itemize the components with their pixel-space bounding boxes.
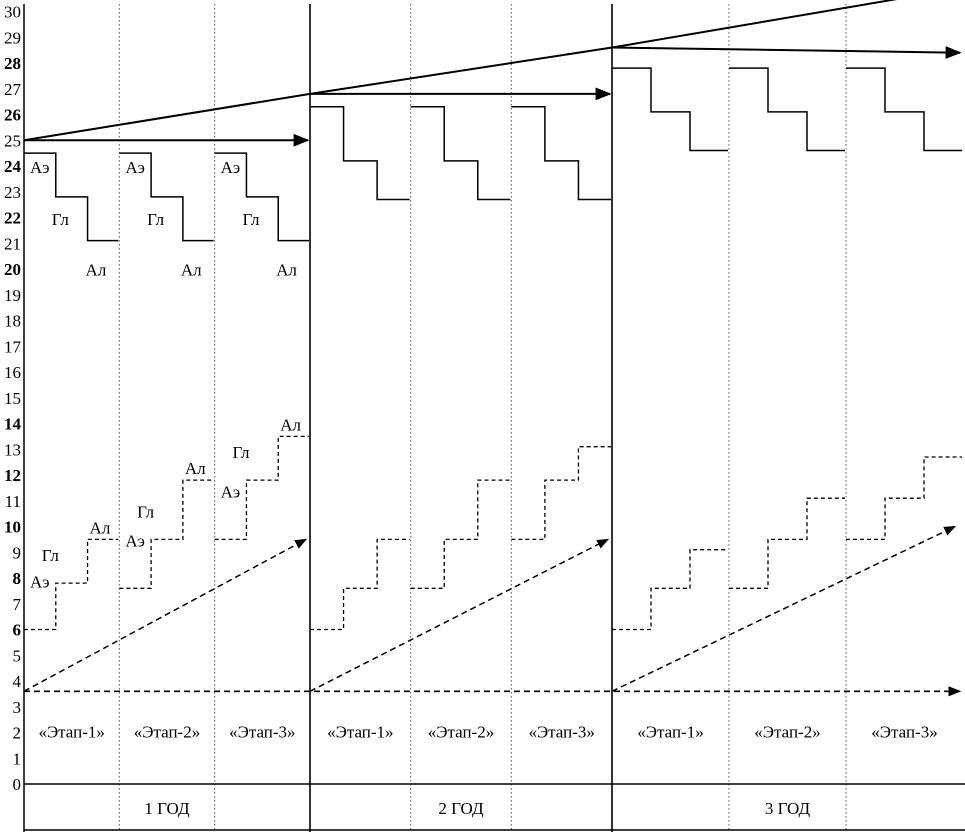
step-label-ae: Аэ [30,158,50,177]
y-tick-label: 1 [13,749,22,768]
y-tick-label: 22 [4,209,21,228]
step-label-ae: Аэ [125,531,145,550]
upper-trend-arrow [23,0,898,142]
upper-step-line [729,67,845,152]
upper-step-line [214,152,309,242]
y-tick-label: 7 [13,595,22,614]
y-tick-label: 11 [5,492,21,511]
y-tick-label: 5 [13,646,22,665]
y-tick-label: 13 [4,440,21,459]
stage-label: «Этап-2» [428,723,494,742]
y-tick-label: 28 [4,54,21,73]
step-label-al: Ал [280,415,301,434]
y-tick-label: 14 [4,415,22,434]
stage-label: «Этап-3» [528,723,594,742]
upper-step-line [310,106,410,201]
lower-step-line [310,538,410,631]
lower-step-line [612,549,728,631]
y-tick-label: 29 [4,28,21,47]
step-label-ae: Аэ [221,158,241,177]
lower-step-line [511,446,611,541]
step-label-ae: Аэ [221,482,241,501]
y-tick-label: 24 [4,157,22,176]
y-tick-label: 17 [4,337,22,356]
upper-step-line [511,106,611,201]
upper-step-line [612,67,728,152]
y-tick-label: 23 [4,183,21,202]
stage-and-year-rows: «Этап-1» «Этап-2» «Этап-3» «Этап-1» «Этап-2»… [38,723,937,818]
y-tick-label: 26 [4,106,21,125]
lower-trend-arrow [23,538,308,692]
y-tick-label: 8 [13,569,22,588]
y-tick-label: 9 [13,543,22,562]
y-tick-label: 25 [4,131,21,150]
trend-arrows [23,0,962,697]
lower-trend-arrow [309,538,610,692]
stage-label: «Этап-1» [327,723,393,742]
y-tick-label: 12 [4,466,21,485]
y-tick-label: 18 [4,312,21,331]
y-tick-label: 15 [4,389,21,408]
upper-step-line [24,152,119,242]
step-label-gl: Гл [242,210,260,229]
stage-label: «Этап-2» [134,723,200,742]
y-tick-label: 16 [4,363,21,382]
y-tick-label: 21 [4,234,21,253]
step-label-al: Ал [185,459,206,478]
year-level-arrow [611,46,962,59]
year-label: 3 ГОД [765,799,811,818]
y-tick-label: 19 [4,286,21,305]
y-tick-label: 10 [4,518,21,537]
lower-step-line [410,479,511,589]
year-label: 2 ГОД [438,799,484,818]
upper-step-line [119,152,214,242]
step-label-gl: Гл [232,443,250,462]
year-label: 1 ГОД [144,799,190,818]
stage-label: «Этап-3» [871,723,937,742]
step-label-al: Ал [90,518,111,537]
step-label-gl: Гл [52,210,70,229]
step-label-al: Ал [276,261,297,280]
lower-step-line [24,538,119,631]
step-label-ae: Аэ [125,158,145,177]
y-tick-label: 3 [13,698,22,717]
lower-trend-arrow [611,525,957,692]
step-label-gl: Гл [42,546,60,565]
y-tick-label: 4 [13,672,22,691]
upper-steps: Аэ Гл Ал Аэ Гл Ал Аэ Гл Ал [24,67,962,280]
stage-label: «Этап-1» [38,723,104,742]
y-tick-label: 6 [13,621,22,640]
upper-step-line [410,106,511,201]
y-tick-label: 2 [13,724,22,743]
y-tick-label: 0 [13,775,22,794]
y-tick-label: 27 [4,80,22,99]
stage-label: «Этап-2» [754,723,820,742]
y-tick-label: 30 [4,3,21,22]
upper-step-line [846,67,962,152]
step-label-gl: Гл [137,502,155,521]
y-tick-label: 20 [4,260,21,279]
lower-step-line [846,456,962,541]
grid-lines [118,4,847,832]
y-axis: 0123456789101112131415161718192021222324… [4,3,965,832]
lower-step-line [214,435,309,541]
step-label-ae: Аэ [30,573,50,592]
lower-step-line [119,479,214,589]
step-label-al: Ал [181,261,202,280]
step-label-gl: Гл [147,210,165,229]
step-label-al: Ал [86,261,107,280]
stage-label: «Этап-1» [637,723,703,742]
lower-steps: Аэ Гл Ал Аэ Гл Ал Аэ Гл Ал [24,415,962,631]
lower-step-line [729,497,845,589]
stage-label: «Этап-3» [229,723,295,742]
